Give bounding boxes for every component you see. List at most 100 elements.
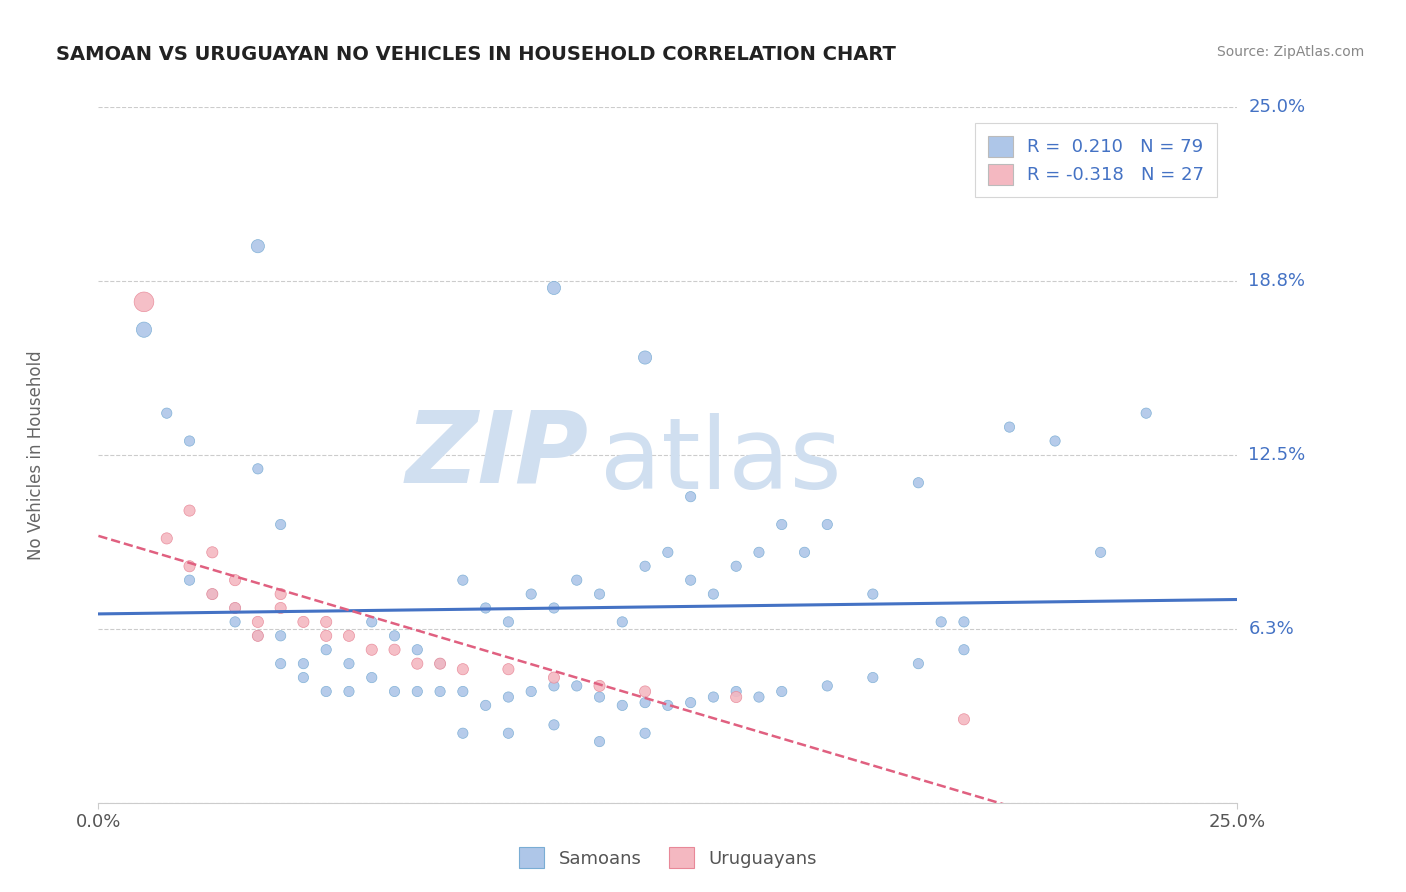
Point	[543, 671, 565, 685]
Point	[679, 490, 702, 504]
Point	[498, 726, 520, 740]
Point	[657, 698, 679, 713]
Point	[246, 629, 269, 643]
Point	[748, 545, 770, 559]
Point	[224, 601, 246, 615]
Point	[702, 587, 724, 601]
Point	[337, 657, 360, 671]
Point	[907, 657, 929, 671]
Text: 25.0%: 25.0%	[1249, 98, 1306, 116]
Point	[451, 573, 474, 587]
Point	[1090, 545, 1112, 559]
Point	[543, 679, 565, 693]
Point	[588, 679, 610, 693]
Point	[132, 294, 155, 309]
Point	[451, 726, 474, 740]
Point	[384, 629, 406, 643]
Point	[634, 559, 657, 574]
Point	[270, 587, 292, 601]
Point	[702, 690, 724, 704]
Point	[793, 545, 815, 559]
Point	[657, 545, 679, 559]
Text: ZIP: ZIP	[405, 407, 588, 503]
Point	[201, 587, 224, 601]
Point	[725, 559, 748, 574]
Point	[929, 615, 952, 629]
Point	[498, 615, 520, 629]
Point	[679, 573, 702, 587]
Point	[292, 671, 315, 685]
Point	[862, 587, 884, 601]
Text: Source: ZipAtlas.com: Source: ZipAtlas.com	[1216, 45, 1364, 59]
Point	[270, 601, 292, 615]
Point	[1043, 434, 1066, 448]
Point	[132, 323, 155, 337]
Point	[429, 657, 451, 671]
Point	[315, 615, 337, 629]
Point	[201, 545, 224, 559]
Point	[679, 696, 702, 710]
Point	[588, 690, 610, 704]
Point	[520, 587, 543, 601]
Point	[862, 671, 884, 685]
Point	[953, 712, 976, 726]
Point	[179, 503, 201, 517]
Point	[815, 679, 838, 693]
Point	[246, 615, 269, 629]
Point	[1135, 406, 1157, 420]
Point	[179, 559, 201, 574]
Text: SAMOAN VS URUGUAYAN NO VEHICLES IN HOUSEHOLD CORRELATION CHART: SAMOAN VS URUGUAYAN NO VEHICLES IN HOUSE…	[56, 45, 896, 63]
Point	[543, 601, 565, 615]
Point	[588, 587, 610, 601]
Point	[337, 684, 360, 698]
Point	[360, 671, 382, 685]
Point	[725, 690, 748, 704]
Point	[246, 462, 269, 476]
Point	[246, 239, 269, 253]
Point	[543, 281, 565, 295]
Point	[451, 662, 474, 676]
Point	[588, 734, 610, 748]
Text: 6.3%: 6.3%	[1249, 620, 1294, 638]
Point	[612, 615, 634, 629]
Point	[179, 434, 201, 448]
Point	[474, 601, 496, 615]
Point	[337, 629, 360, 643]
Point	[474, 698, 496, 713]
Point	[406, 684, 429, 698]
Point	[953, 642, 976, 657]
Point	[292, 657, 315, 671]
Point	[315, 642, 337, 657]
Point	[360, 615, 382, 629]
Point	[429, 684, 451, 698]
Point	[565, 679, 588, 693]
Point	[156, 406, 179, 420]
Point	[156, 532, 179, 546]
Point	[565, 573, 588, 587]
Point	[451, 684, 474, 698]
Point	[246, 629, 269, 643]
Point	[384, 642, 406, 657]
Point	[384, 684, 406, 698]
Text: 18.8%: 18.8%	[1249, 272, 1305, 290]
Point	[224, 615, 246, 629]
Point	[998, 420, 1021, 434]
Point	[543, 718, 565, 732]
Point	[292, 615, 315, 629]
Legend: Samoans, Uruguayans: Samoans, Uruguayans	[510, 838, 825, 877]
Point	[634, 696, 657, 710]
Text: atlas: atlas	[599, 413, 841, 510]
Point	[634, 726, 657, 740]
Point	[315, 684, 337, 698]
Point	[406, 657, 429, 671]
Point	[612, 698, 634, 713]
Point	[224, 601, 246, 615]
Point	[498, 690, 520, 704]
Text: 12.5%: 12.5%	[1249, 446, 1306, 464]
Point	[179, 573, 201, 587]
Point	[748, 690, 770, 704]
Point	[770, 684, 793, 698]
Point	[201, 587, 224, 601]
Point	[634, 351, 657, 365]
Point	[360, 642, 382, 657]
